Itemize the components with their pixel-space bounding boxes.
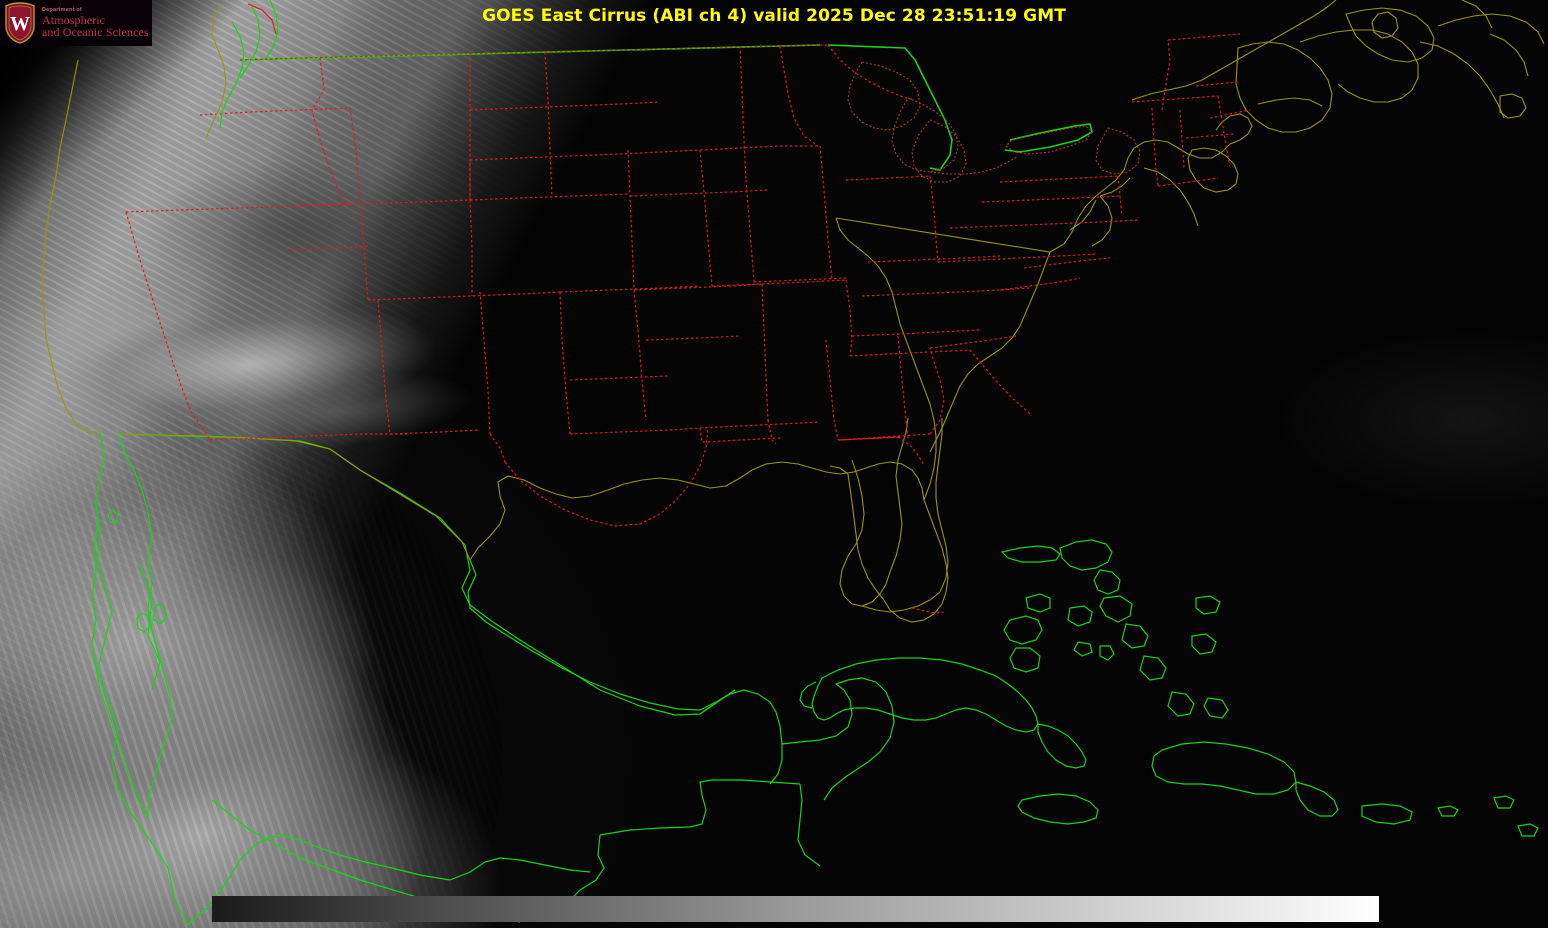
- coastline-florida: [839, 417, 949, 613]
- coastline-british-columbia: [205, 0, 279, 139]
- coastline-northeast-detail: [1091, 147, 1239, 247]
- logo-department-line: Department of: [42, 6, 82, 13]
- uw-madison-crest-icon: W: [3, 2, 37, 44]
- uw-aos-logo: W Department of Atmospheric and Oceanic …: [0, 0, 152, 46]
- coastline-bahamas: [1000, 539, 1229, 719]
- coastline-florida-keys: [911, 607, 947, 614]
- border-mexico-central-america: [94, 433, 821, 926]
- logo-name-line-2: and Oceanic Sciences: [42, 25, 149, 40]
- coastline-canada: [1131, 0, 1545, 133]
- coastline-us: [41, 59, 1253, 623]
- coastline-caribbean: [799, 657, 1539, 837]
- us-state-borders: [125, 33, 1251, 527]
- colorbar-gradient: [212, 896, 1379, 922]
- great-lakes: [847, 61, 1141, 183]
- coastline-mexico: [187, 559, 895, 926]
- svg-text:W: W: [10, 13, 30, 35]
- coastline-baja-california: [91, 431, 173, 819]
- brightness-colorbar: [212, 896, 1379, 922]
- logo-name-line-1: Atmospheric: [42, 13, 106, 28]
